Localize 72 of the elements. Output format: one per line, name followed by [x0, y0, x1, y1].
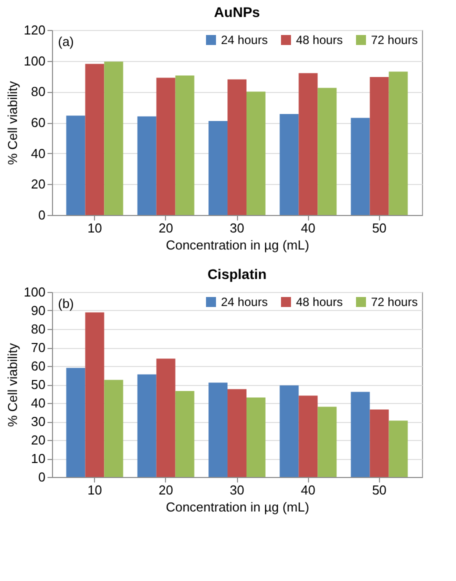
- x-tick-label: 10: [87, 220, 102, 236]
- bar: [370, 77, 389, 215]
- x-tick-label: 20: [158, 220, 174, 236]
- y-tick-label: 40: [31, 396, 46, 410]
- y-tick-label: 80: [31, 322, 46, 336]
- bar: [228, 389, 246, 477]
- bar: [228, 79, 246, 215]
- bar: [66, 116, 86, 215]
- y-tick-label: 90: [31, 303, 46, 318]
- y-tick-label: 120: [24, 22, 46, 38]
- y-tick-label: 60: [31, 115, 46, 130]
- y-tick-label: 0: [38, 470, 46, 484]
- y-tick-label: 50: [31, 377, 46, 392]
- y-tick-label: 30: [31, 414, 46, 429]
- bar: [175, 390, 194, 477]
- legend-label: 24 hours: [221, 295, 268, 309]
- y-tick-label: 0: [38, 208, 46, 222]
- y-tick-label: 40: [31, 146, 46, 161]
- bar: [156, 78, 176, 215]
- y-tick-label: 20: [31, 432, 46, 448]
- bar: [137, 374, 156, 477]
- bar: [104, 380, 124, 477]
- annotation: (a): [58, 34, 74, 49]
- annotation: (b): [58, 296, 74, 311]
- bar: [388, 72, 408, 215]
- legend-label: 24 hours: [221, 33, 268, 47]
- bar: [104, 62, 124, 215]
- x-tick-label: 40: [300, 220, 316, 236]
- y-tick-label: 100: [24, 284, 46, 300]
- x-tick-label: 50: [372, 220, 387, 236]
- bar: [246, 92, 266, 215]
- y-tick-label: 60: [31, 358, 46, 374]
- bar: [175, 75, 194, 215]
- y-tick-label: 10: [31, 451, 46, 466]
- x-axis-title: Concentration in µg (mL): [166, 238, 310, 252]
- legend-label: 72 hours: [371, 33, 418, 47]
- y-tick-label: 70: [31, 340, 46, 355]
- bar: [318, 88, 337, 215]
- y-tick-label: 20: [31, 176, 46, 192]
- y-axis-title: % Cell viability: [4, 80, 20, 165]
- bar: [350, 118, 370, 215]
- bar: [318, 406, 337, 477]
- bar: [156, 358, 176, 477]
- bar: [370, 409, 389, 477]
- bar: [66, 368, 86, 477]
- legend-label: 48 hours: [296, 33, 343, 47]
- x-tick-label: 20: [158, 482, 174, 498]
- bar: [280, 114, 299, 215]
- chart-title: Cisplatin: [207, 266, 267, 282]
- bar: [298, 396, 318, 477]
- x-axis-title: Concentration in µg (mL): [166, 500, 310, 514]
- bar: [208, 120, 228, 215]
- chart-title: AuNPs: [214, 4, 260, 20]
- x-tick-label: 30: [230, 482, 244, 498]
- x-tick-label: 40: [300, 482, 316, 498]
- x-tick-label: 50: [372, 482, 387, 498]
- bar: [298, 73, 318, 215]
- bar: [280, 385, 299, 477]
- y-axis-title: % Cell viability: [4, 342, 20, 427]
- bar: [137, 116, 156, 215]
- legend-label: 72 hours: [371, 295, 418, 309]
- bar: [208, 382, 228, 477]
- bar: [388, 420, 408, 477]
- x-tick-label: 30: [230, 220, 244, 236]
- y-tick-label: 80: [31, 84, 46, 100]
- bar: [246, 397, 266, 477]
- bar: [85, 312, 104, 477]
- x-tick-label: 10: [87, 482, 102, 498]
- y-tick-label: 100: [24, 53, 46, 68]
- legend-label: 48 hours: [296, 295, 343, 309]
- bar: [350, 392, 370, 477]
- bar: [85, 64, 104, 215]
